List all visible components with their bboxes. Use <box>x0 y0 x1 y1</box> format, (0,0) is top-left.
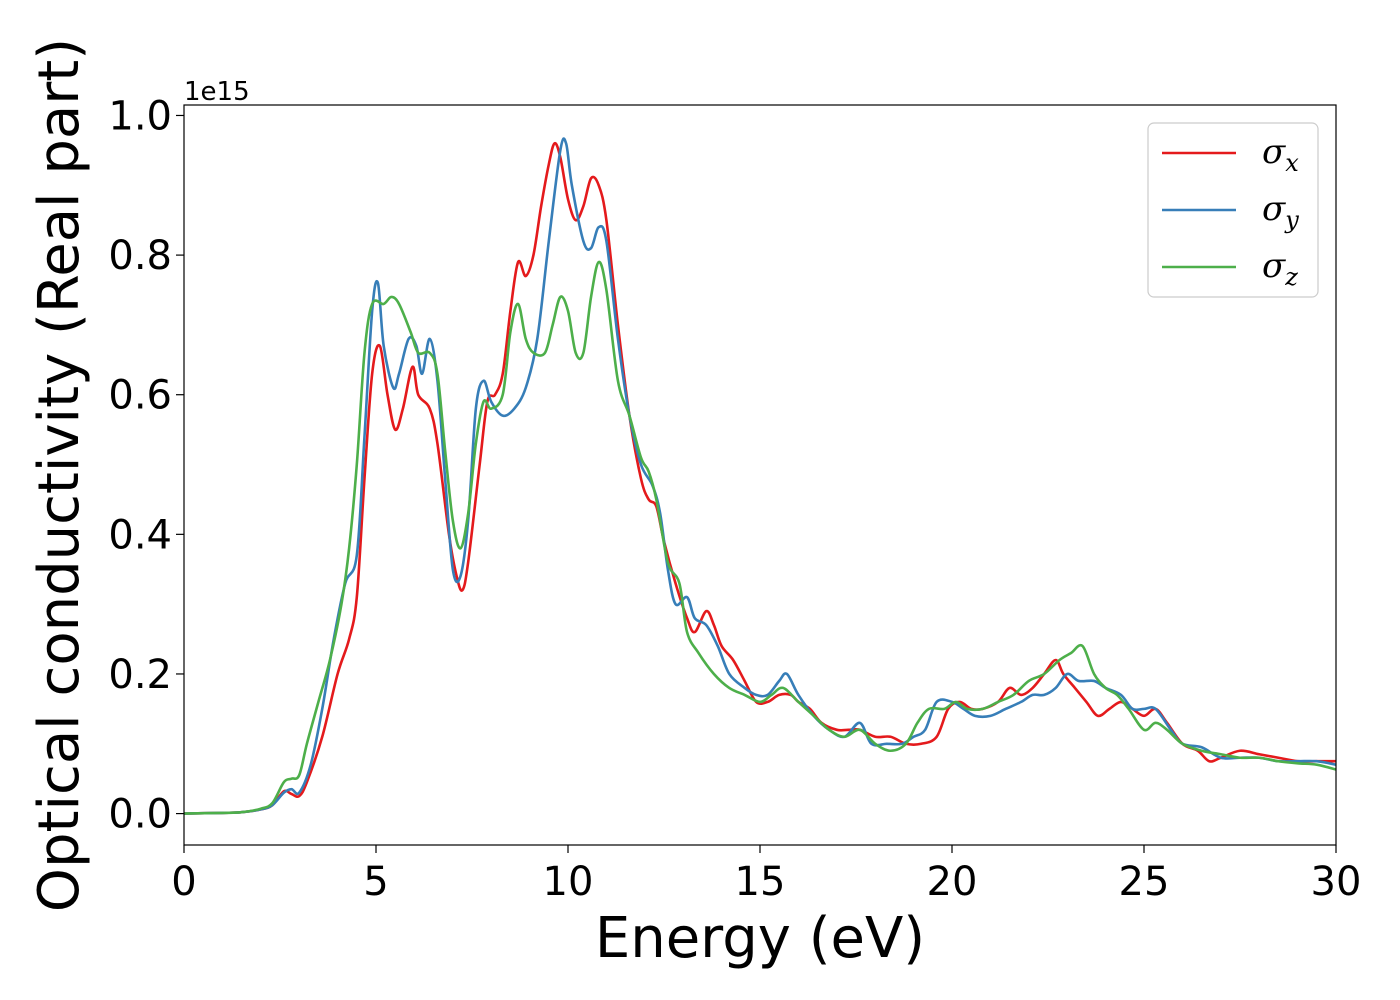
x-tick-label: 30 <box>1311 859 1362 905</box>
legend-label-x: σx <box>1262 132 1299 177</box>
x-tick-label: 10 <box>543 859 594 905</box>
y-tick-label: 0.8 <box>108 233 172 279</box>
legend-label-y: σy <box>1262 189 1299 234</box>
x-tick-label: 5 <box>363 859 388 905</box>
y-tick-label: 0.2 <box>108 652 172 698</box>
legend-symbol: σ <box>1262 246 1286 286</box>
y-offset-text: 1e15 <box>184 77 250 107</box>
x-axis: 0 5 10 15 20 25 30 <box>171 845 1361 905</box>
legend-subscript: y <box>1284 206 1299 234</box>
y-tick-label: 0.0 <box>108 792 172 838</box>
legend-label-z: σz <box>1262 246 1298 291</box>
y-axis-label: Optical conductivity (Real part) <box>27 38 92 912</box>
legend-symbol: σ <box>1262 132 1286 172</box>
y-tick-label: 0.6 <box>108 373 172 419</box>
series-line-z <box>184 260 1336 815</box>
x-tick-label: 25 <box>1119 859 1170 905</box>
legend-subscript: x <box>1285 149 1299 177</box>
y-tick-label: 0.4 <box>108 512 172 558</box>
x-tick-label: 15 <box>735 859 786 905</box>
legend-symbol: σ <box>1262 189 1286 229</box>
x-axis-label: Energy (eV) <box>595 906 925 971</box>
x-tick-label: 0 <box>171 859 196 905</box>
legend-subscript: z <box>1284 263 1298 291</box>
y-axis: 0.0 0.2 0.4 0.6 0.8 1.0 <box>108 93 184 838</box>
series-layer <box>184 137 1336 815</box>
x-tick-label: 20 <box>927 859 978 905</box>
y-tick-label: 1.0 <box>108 93 172 139</box>
